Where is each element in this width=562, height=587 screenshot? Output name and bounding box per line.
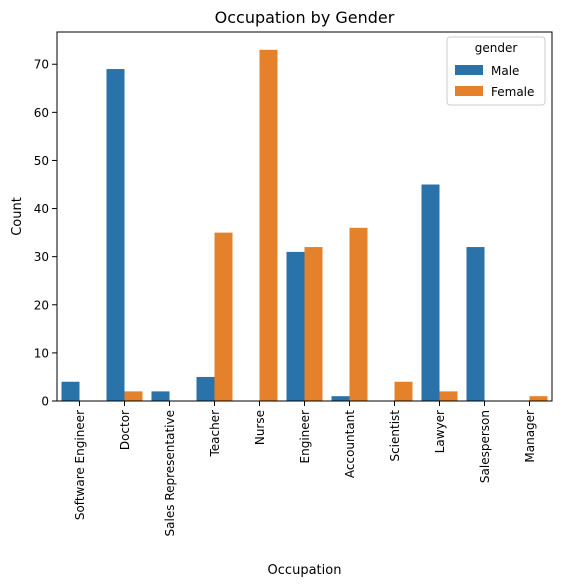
bars-group [61,49,548,402]
y-tick-label-30: 30 [34,250,49,264]
plot-frame [56,31,553,402]
x-tick-label-4: Nurse [253,410,267,445]
bar-female-8 [439,391,458,401]
bar-male-8 [421,184,440,401]
bar-male-1 [106,69,125,402]
x-tick-label-7: Scientist [388,410,402,462]
legend-label-male: Male [491,64,519,78]
legend: gender Male Female [446,36,546,106]
x-tick-label-9: Salesperson [478,410,492,483]
y-axis: 0 10 20 30 40 50 60 70 [34,58,57,409]
bar-female-4 [259,49,278,401]
y-axis-label: Count [10,197,25,236]
chart-title: Occupation by Gender [215,8,395,27]
bar-male-9 [466,247,485,401]
y-tick-label-60: 60 [34,106,49,120]
x-tick-label-3: Teacher [208,410,222,458]
bar-male-6 [331,396,350,401]
legend-label-female: Female [491,85,534,99]
y-tick-label-10: 10 [34,346,49,360]
x-axis-label: Occupation [268,563,342,578]
bar-male-2 [151,391,170,401]
x-tick-label-6: Accountant [343,410,357,478]
bar-female-7 [394,381,413,401]
x-tick-label-8: Lawyer [433,410,447,453]
y-tick-label-70: 70 [34,58,49,72]
bar-female-6 [349,227,368,401]
bar-male-3 [196,376,215,401]
legend-swatch-male [455,65,483,75]
y-tick-label-20: 20 [34,298,49,312]
y-tick-label-0: 0 [41,395,49,409]
bar-female-5 [304,247,323,401]
y-tick-label-50: 50 [34,154,49,168]
bar-female-1 [124,391,143,401]
x-tick-label-10: Manager [523,410,537,463]
bar-male-0 [61,381,80,401]
bar-female-10 [529,396,548,401]
x-tick-label-5: Engineer [298,410,312,464]
x-tick-label-1: Doctor [118,410,132,450]
y-tick-label-40: 40 [34,202,49,216]
x-tick-label-0: Software Engineer [73,410,87,520]
legend-title: gender [475,41,518,55]
bar-male-5 [286,251,305,401]
x-tick-label-2: Sales Representative [163,410,177,536]
legend-swatch-female [455,86,483,96]
bar-female-3 [214,232,233,401]
x-axis: Software Engineer Doctor Sales Representat… [73,401,537,536]
